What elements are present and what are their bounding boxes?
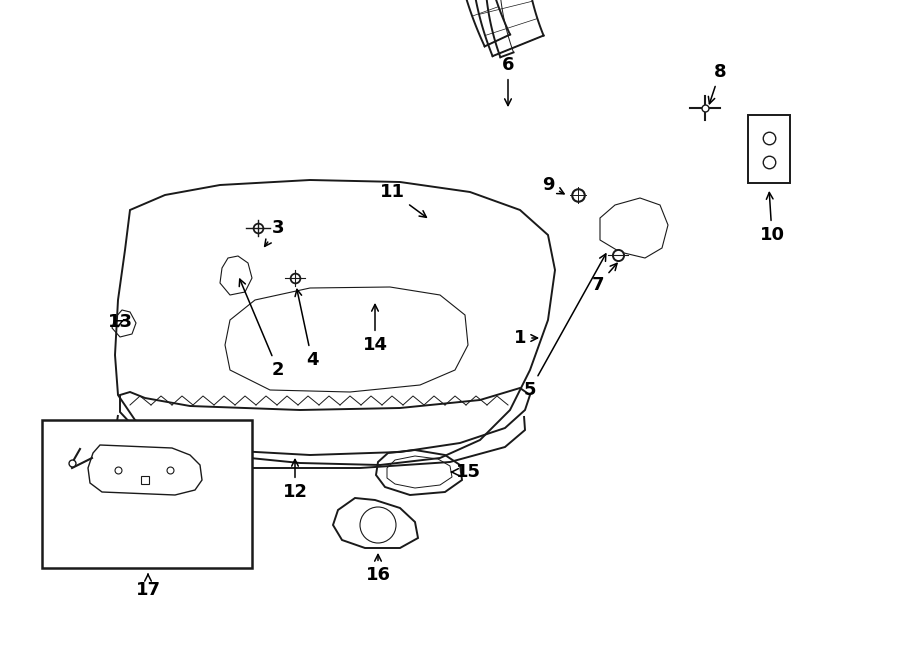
Text: 5: 5 [524,254,606,399]
Text: 4: 4 [295,290,319,369]
Bar [748,115,790,183]
Text: 14: 14 [363,305,388,354]
Text: 18: 18 [80,472,128,537]
Bar [42,420,252,568]
Text: 17: 17 [136,574,160,599]
Text: 16: 16 [365,555,391,584]
Text: 10: 10 [760,192,785,244]
Text: 8: 8 [708,63,726,104]
Text: 6: 6 [502,56,514,106]
Text: 15: 15 [452,463,481,481]
Text: 2: 2 [239,279,284,379]
Text: 11: 11 [380,183,427,217]
Text: 13: 13 [107,313,132,331]
Text: 12: 12 [283,459,308,501]
Text: 1: 1 [514,329,537,347]
Text: 7: 7 [592,263,617,294]
Text: 3: 3 [265,219,284,247]
Text: 9: 9 [542,176,564,194]
